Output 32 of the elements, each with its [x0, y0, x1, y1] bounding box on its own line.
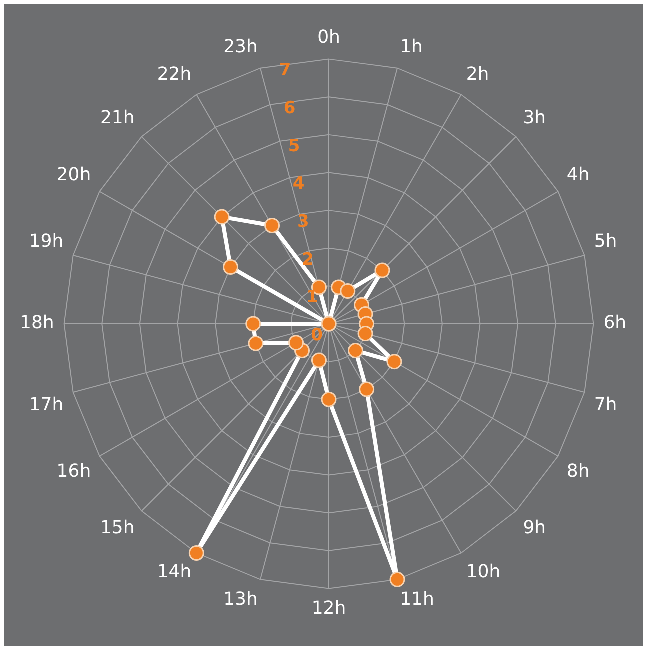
y-tick-label: 1: [306, 288, 318, 308]
spoke-label: 18h: [20, 312, 54, 334]
spoke-label: 4h: [566, 164, 590, 186]
y-tick-label: 4: [292, 174, 305, 194]
spoke-label: 7h: [594, 394, 618, 416]
y-tick-label: 0: [311, 325, 324, 346]
spoke-label: 23h: [224, 36, 258, 58]
y-tick-label: 7: [279, 60, 292, 81]
spoke-label: 22h: [157, 64, 192, 85]
y-tick-label: 5: [288, 136, 300, 156]
y-tick-label: 6: [284, 98, 296, 119]
spoke-label: 11h: [400, 588, 434, 610]
spoke-label: 19h: [29, 230, 64, 252]
spoke-label: 9h: [523, 518, 546, 539]
spoke-label: 20h: [56, 164, 92, 186]
spoke-label: 1h: [400, 36, 423, 58]
spoke-label: 21h: [100, 108, 135, 129]
spoke-label: 5h: [594, 230, 618, 252]
spoke-label: 13h: [224, 588, 258, 610]
spoke-label: 3h: [523, 108, 546, 129]
spoke-label: 17h: [29, 394, 64, 416]
spoke-label: 8h: [566, 460, 590, 482]
spoke-label: 2h: [466, 64, 490, 85]
spoke-label: 14h: [157, 561, 192, 582]
spoke-label: 10h: [466, 561, 501, 582]
spoke-label: 12h: [312, 598, 346, 620]
spoke-label: 6h: [604, 312, 627, 334]
spoke-label: 0h: [318, 27, 340, 48]
spoke-label: 16h: [56, 460, 92, 482]
spoke-label: 15h: [100, 518, 135, 539]
y-tick-label: 3: [297, 212, 310, 232]
y-tick-label: 2: [302, 250, 314, 270]
